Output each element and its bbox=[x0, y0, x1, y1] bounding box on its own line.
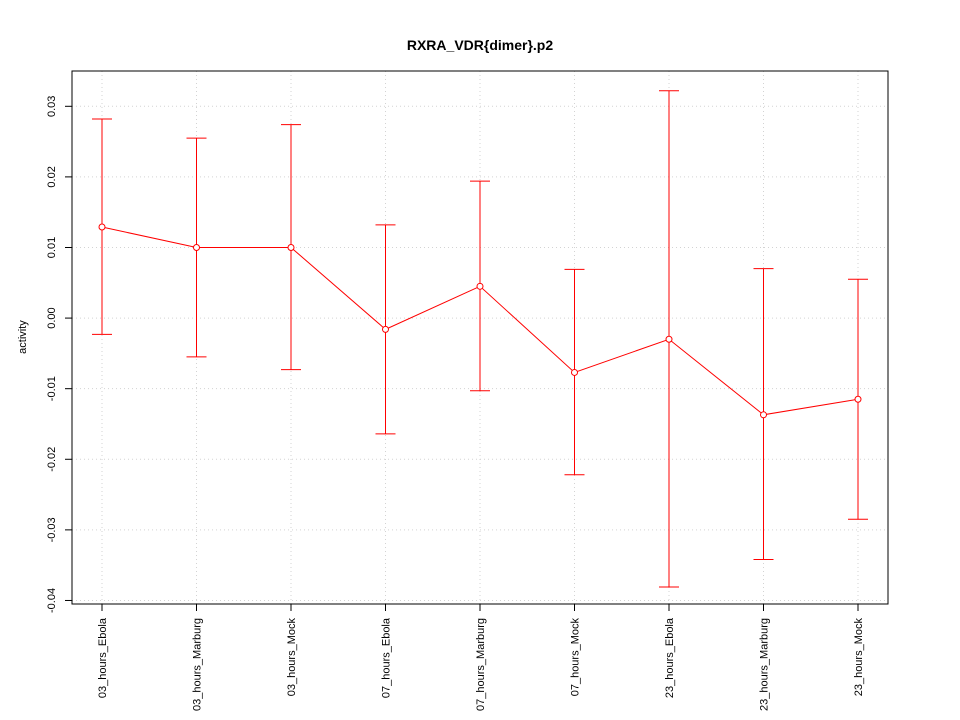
x-tick-label: 23_hours_Marburg bbox=[759, 618, 771, 711]
y-tick-label: -0.01 bbox=[46, 376, 58, 401]
x-tick-label: 03_hours_Mock bbox=[286, 618, 298, 697]
data-point bbox=[287, 243, 295, 251]
data-point bbox=[854, 395, 862, 403]
x-tick-label: 03_hours_Marburg bbox=[192, 618, 204, 711]
x-tick-label: 23_hours_Ebola bbox=[664, 617, 676, 698]
y-axis-label: activity bbox=[17, 320, 29, 354]
y-tick-label: 0.02 bbox=[46, 166, 58, 187]
y-tick-label: 0.03 bbox=[46, 96, 58, 117]
chart-title: RXRA_VDR{dimer}.p2 bbox=[407, 37, 553, 53]
data-point bbox=[665, 335, 673, 343]
plot-border bbox=[71, 70, 889, 605]
data-point bbox=[382, 325, 389, 333]
y-tick-label: 0.00 bbox=[46, 307, 58, 328]
x-tick-label: 23_hours_Mock bbox=[853, 618, 865, 697]
x-tick-label: 07_hours_Ebola bbox=[381, 617, 393, 698]
data-point bbox=[476, 282, 484, 290]
data-point bbox=[193, 243, 200, 251]
y-tick-label: -0.03 bbox=[46, 517, 58, 542]
data-point bbox=[760, 411, 767, 419]
data-series bbox=[92, 90, 868, 588]
data-point bbox=[98, 223, 106, 231]
y-tick-label: 0.01 bbox=[46, 237, 58, 258]
x-tick-label: 07_hours_Mock bbox=[570, 618, 582, 697]
data-point bbox=[571, 368, 578, 376]
axes: -0.04 -0.03 -0.02 -0.01 0.00 0.01 0.02 0.03 03_h… bbox=[46, 96, 865, 711]
y-tick-label: -0.02 bbox=[46, 447, 58, 472]
x-tick-label: 07_hours_Marburg bbox=[475, 618, 487, 711]
x-tick-label: 03_hours_Ebola bbox=[97, 617, 109, 698]
y-tick-label: -0.04 bbox=[46, 588, 58, 613]
